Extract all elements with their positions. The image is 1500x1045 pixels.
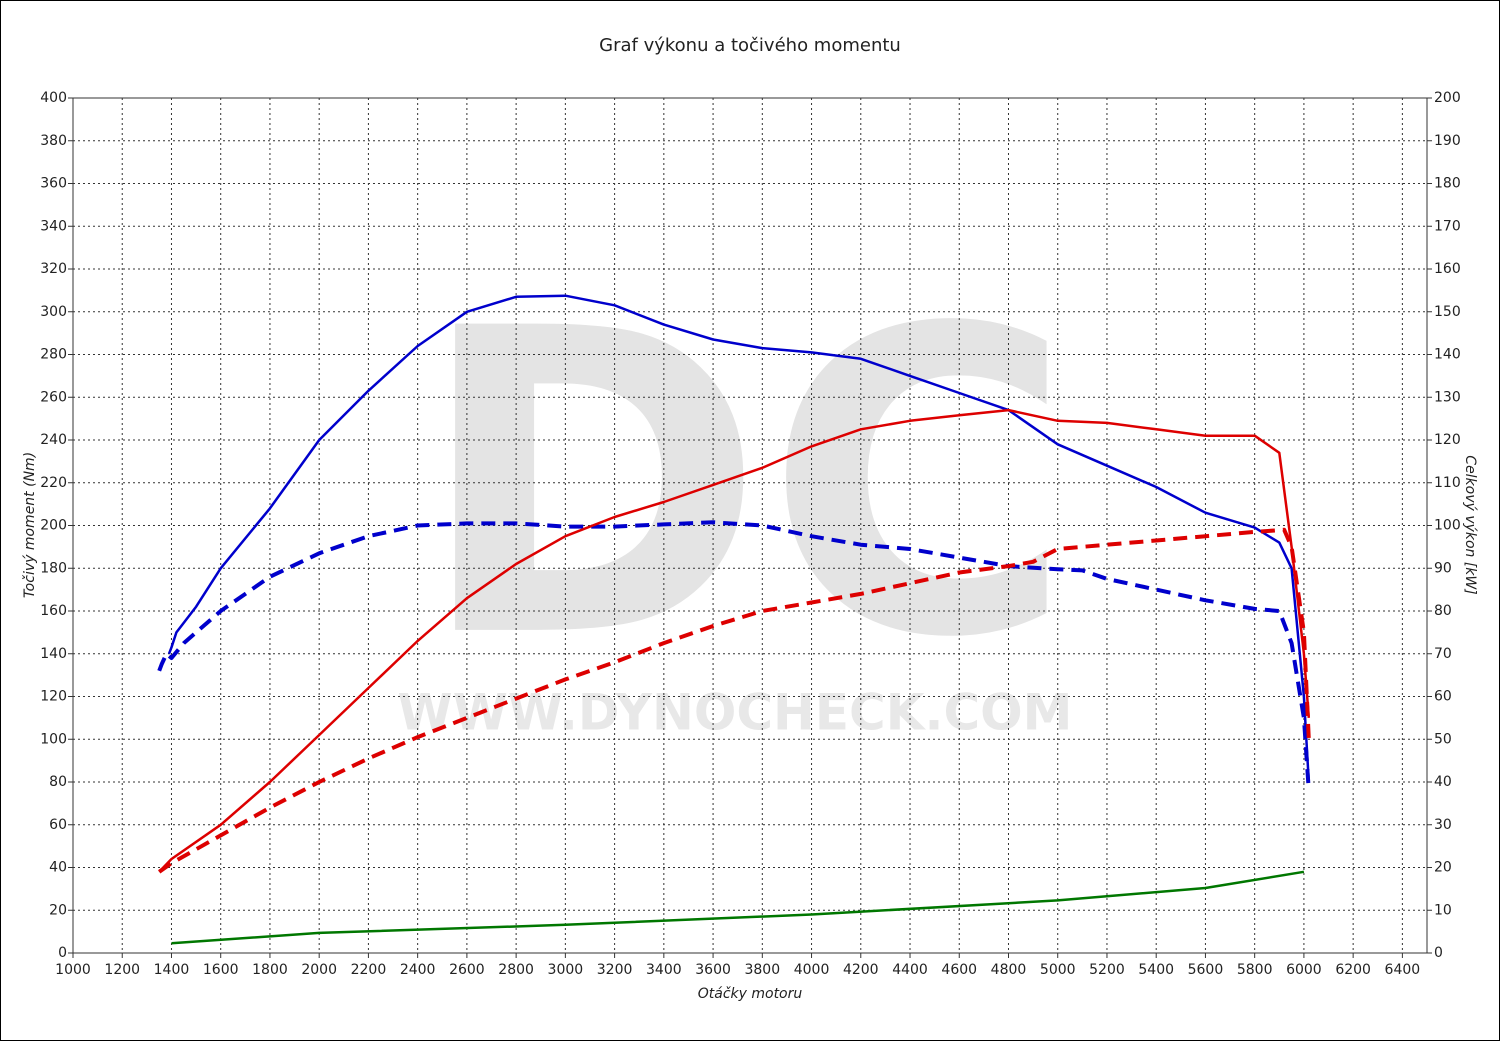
x-tick-label: 5000 <box>1040 962 1076 978</box>
y2-tick-label: 140 <box>1434 347 1461 363</box>
y2-tick-label: 180 <box>1434 176 1461 192</box>
x-tick-label: 3200 <box>597 962 633 978</box>
x-tick-label: 4800 <box>991 962 1027 978</box>
y-tick-label: 20 <box>49 902 67 918</box>
y-tick-label: 260 <box>40 389 67 405</box>
y-tick-label: 200 <box>40 518 67 534</box>
x-tick-label: 5600 <box>1188 962 1224 978</box>
y-tick-label: 320 <box>40 261 67 277</box>
x-tick-label: 2600 <box>449 962 485 978</box>
y2-tick-label: 110 <box>1434 475 1461 491</box>
y-tick-label: 220 <box>40 475 67 491</box>
x-tick-label: 6000 <box>1286 962 1322 978</box>
y2-tick-label: 170 <box>1434 218 1461 234</box>
y-tick-label: 160 <box>40 603 67 619</box>
x-tick-label: 1000 <box>55 962 91 978</box>
x-tick-label: 1400 <box>154 962 190 978</box>
y-tick-label: 0 <box>58 945 67 961</box>
x-tick-label: 5400 <box>1138 962 1174 978</box>
x-tick-label: 6200 <box>1335 962 1371 978</box>
chart-title: Graf výkonu a točivého momentu <box>599 35 901 56</box>
x-axis-label: Otáčky motoru <box>698 986 803 1002</box>
y2-tick-label: 100 <box>1434 518 1461 534</box>
watermark: DC WWW.DYNOCHECK.COM <box>398 241 1074 742</box>
y-tick-label: 300 <box>40 304 67 320</box>
y-tick-label: 240 <box>40 432 67 448</box>
x-tick-label: 3000 <box>548 962 584 978</box>
y2-tick-label: 90 <box>1434 560 1452 576</box>
y-tick-label: 340 <box>40 218 67 234</box>
watermark-logo: DC <box>417 241 1074 730</box>
watermark-url: WWW.DYNOCHECK.COM <box>398 684 1073 742</box>
x-tick-label: 4600 <box>941 962 977 978</box>
series-line <box>158 527 1311 874</box>
y2-tick-label: 30 <box>1434 817 1452 833</box>
y2-tick-label: 40 <box>1434 774 1452 790</box>
series-line <box>167 294 1311 783</box>
y2-tick-label: 120 <box>1434 432 1461 448</box>
y2-tick-label: 130 <box>1434 389 1461 405</box>
series-line <box>171 870 1305 945</box>
y-tick-label: 380 <box>40 133 67 149</box>
x-tick-label: 5200 <box>1089 962 1125 978</box>
y2-axis-label: Celkový výkon [kW] <box>1462 455 1478 594</box>
y2-tick-label: 60 <box>1434 689 1452 705</box>
y2-tick-label: 80 <box>1434 603 1452 619</box>
y2-tick-label: 160 <box>1434 261 1461 277</box>
x-tick-label: 2800 <box>498 962 534 978</box>
x-tick-label: 1200 <box>104 962 140 978</box>
y-tick-label: 180 <box>40 560 67 576</box>
y-tick-label: 400 <box>40 90 67 106</box>
y-tick-label: 80 <box>49 774 67 790</box>
x-tick-label: 4400 <box>892 962 928 978</box>
y-tick-label: 40 <box>49 860 67 876</box>
y2-tick-label: 70 <box>1434 646 1452 662</box>
y2-tick-label: 0 <box>1434 945 1443 961</box>
y-axis-label: Točivý moment (Nm) <box>22 452 38 598</box>
x-tick-label: 2400 <box>400 962 436 978</box>
x-tick-label: 2000 <box>301 962 337 978</box>
y-tick-label: 360 <box>40 176 67 192</box>
y-tick-label: 280 <box>40 347 67 363</box>
y-tick-label: 60 <box>49 817 67 833</box>
x-tick-label: 4000 <box>794 962 830 978</box>
y2-tick-label: 190 <box>1434 133 1461 149</box>
y2-tick-label: 50 <box>1434 731 1452 747</box>
x-tick-label: 4200 <box>843 962 879 978</box>
y2-tick-label: 150 <box>1434 304 1461 320</box>
x-tick-label: 3800 <box>744 962 780 978</box>
y2-tick-label: 10 <box>1434 902 1452 918</box>
x-tick-label: 2200 <box>351 962 387 978</box>
y-tick-label: 100 <box>40 731 67 747</box>
series-line <box>158 408 1311 873</box>
x-tick-label: 5800 <box>1237 962 1273 978</box>
y-tick-label: 120 <box>40 689 67 705</box>
x-tick-label: 1800 <box>252 962 288 978</box>
x-tick-label: 6400 <box>1385 962 1421 978</box>
y-tick-label: 140 <box>40 646 67 662</box>
x-tick-label: 3400 <box>646 962 682 978</box>
y2-tick-label: 20 <box>1434 860 1452 876</box>
x-tick-label: 1600 <box>203 962 239 978</box>
x-tick-label: 3600 <box>695 962 731 978</box>
y2-tick-label: 200 <box>1434 90 1461 106</box>
plot-border <box>72 97 1428 954</box>
